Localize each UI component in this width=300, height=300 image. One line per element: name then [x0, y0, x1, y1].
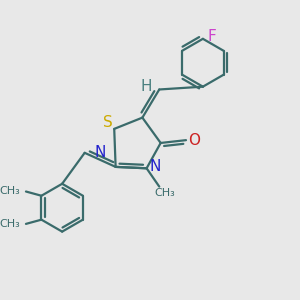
Text: CH₃: CH₃ [154, 188, 175, 198]
Text: H: H [141, 79, 152, 94]
Text: N: N [94, 145, 106, 160]
Text: O: O [188, 133, 200, 148]
Text: CH₃: CH₃ [0, 219, 20, 229]
Text: S: S [103, 115, 113, 130]
Text: N: N [149, 159, 161, 174]
Text: CH₃: CH₃ [0, 186, 20, 196]
Text: F: F [208, 29, 216, 44]
